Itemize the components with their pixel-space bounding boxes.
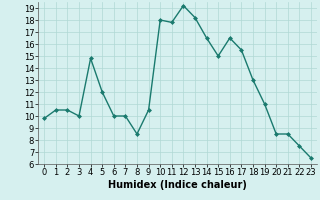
X-axis label: Humidex (Indice chaleur): Humidex (Indice chaleur) — [108, 180, 247, 190]
